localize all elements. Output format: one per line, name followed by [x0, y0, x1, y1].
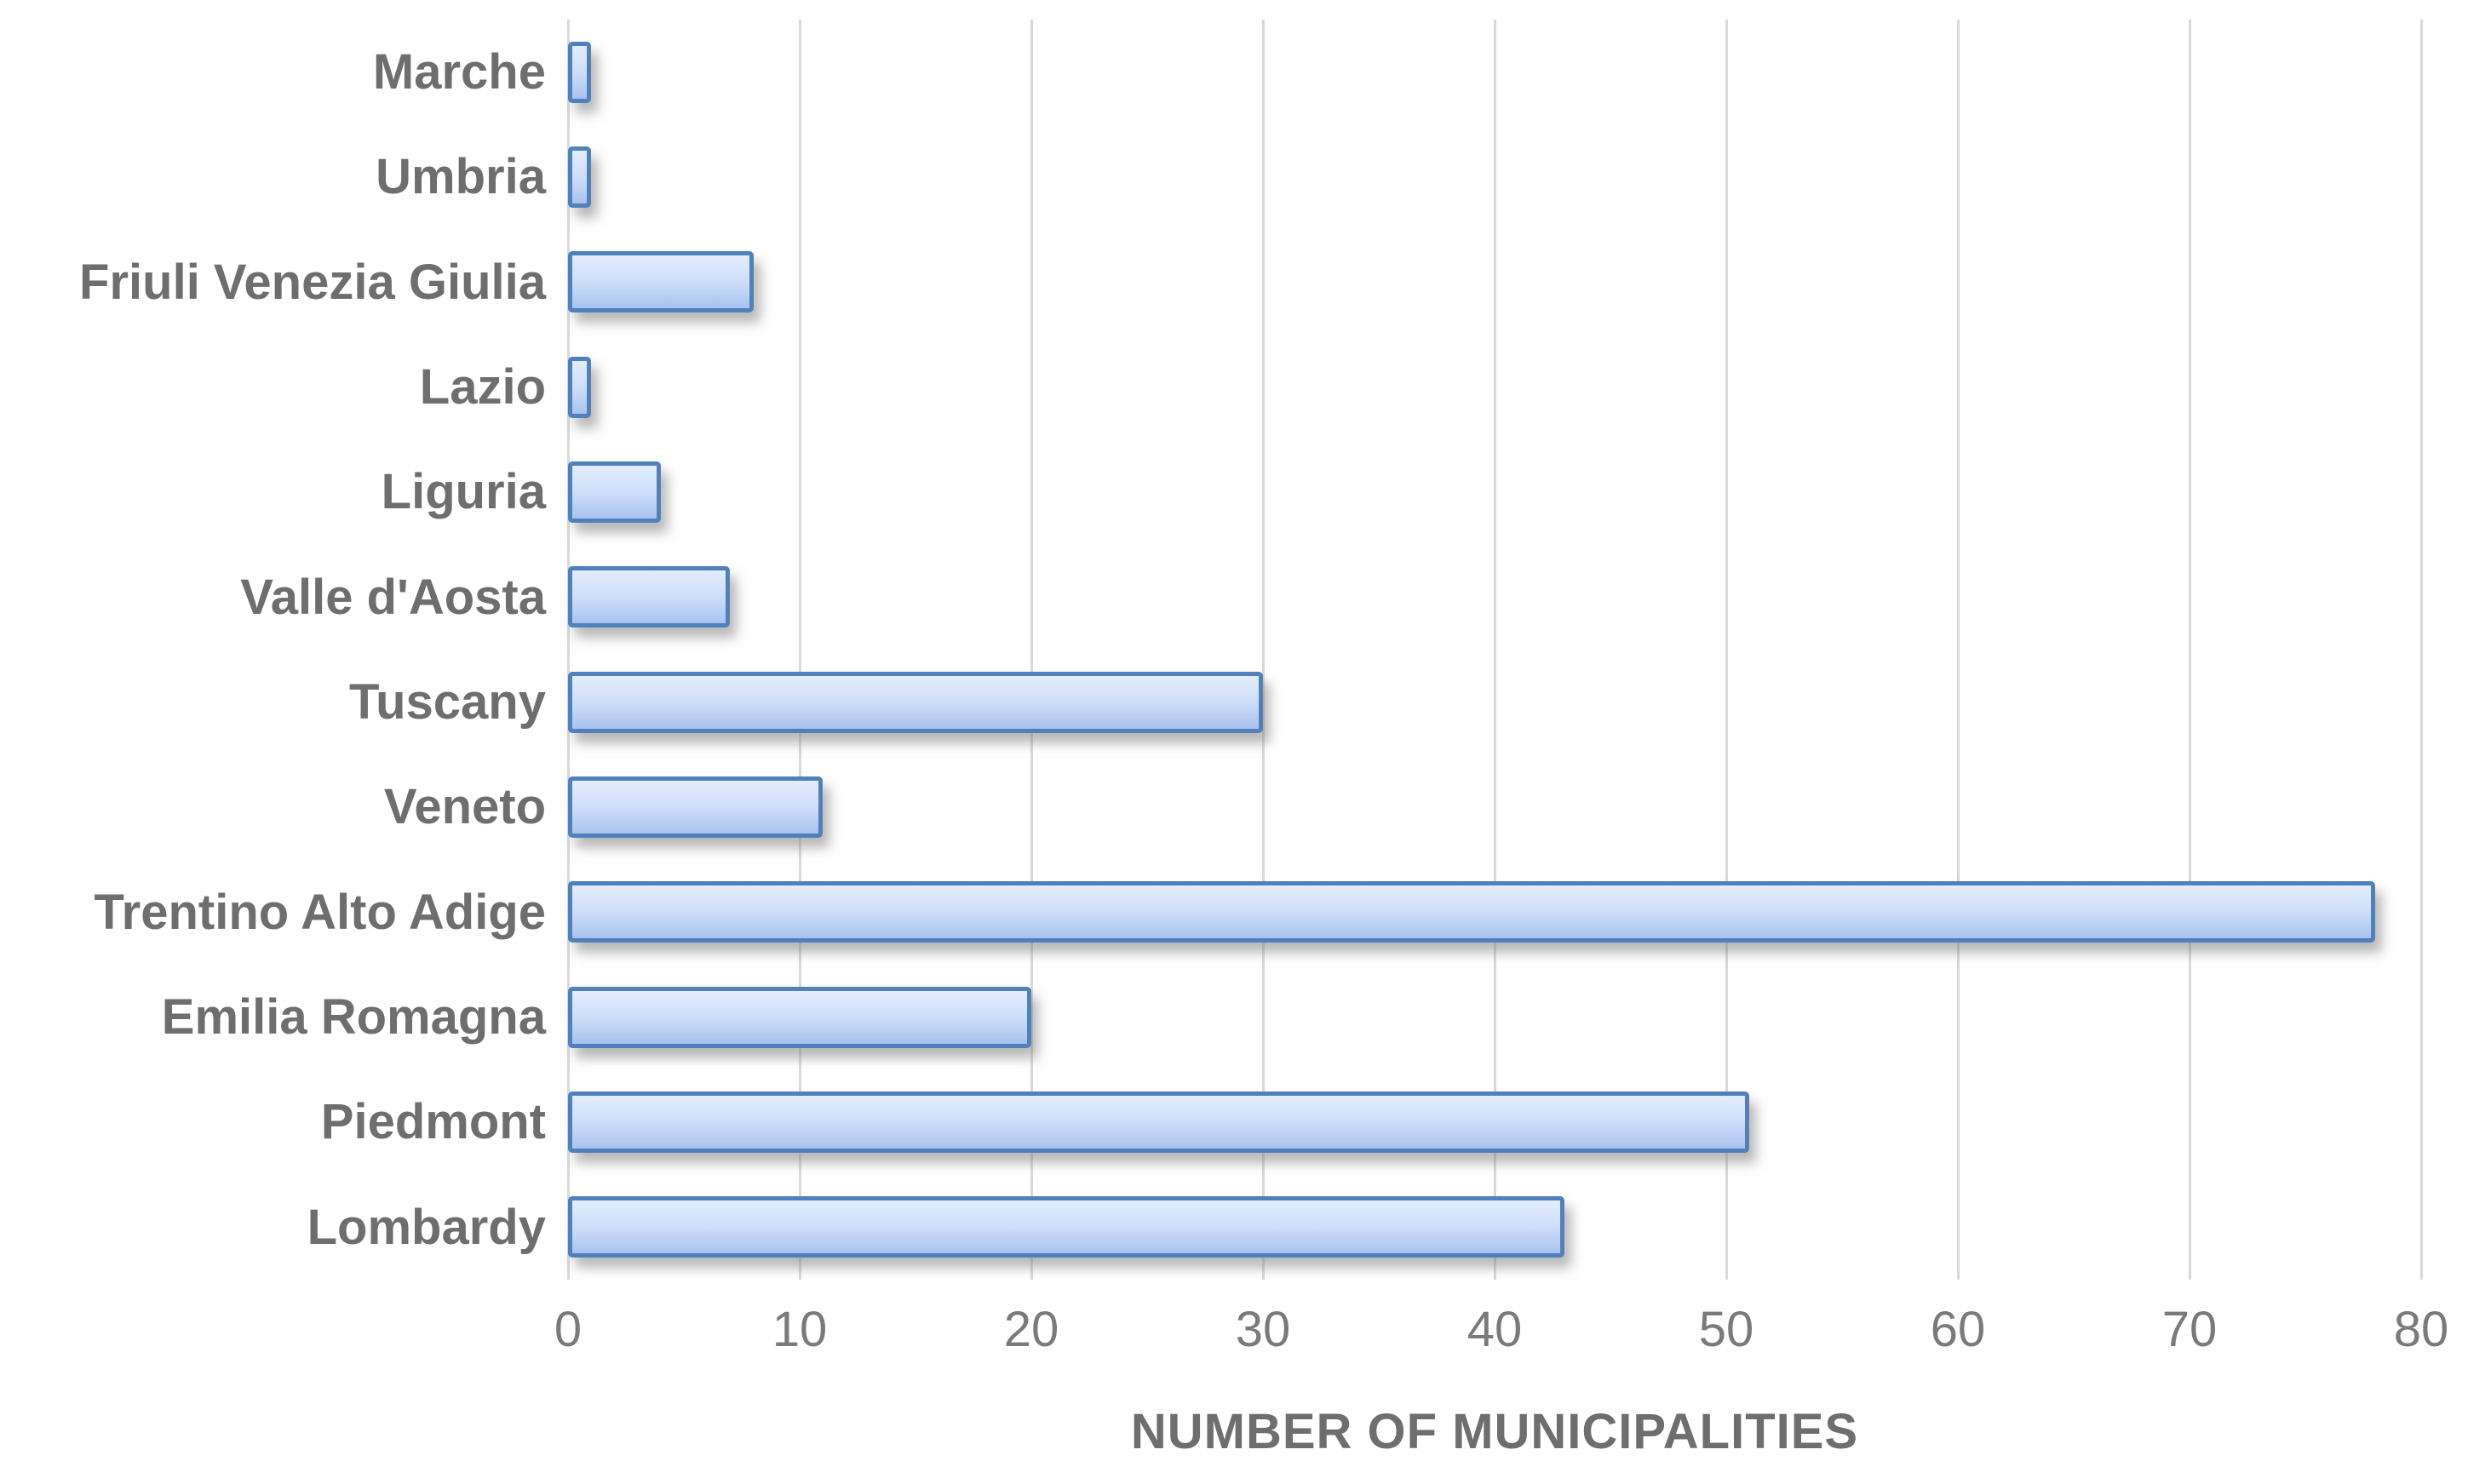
x-axis-tick-labels: 0 10 20 30 40 50 60 70 80 [554, 1301, 2468, 1369]
bar-tuscany [568, 671, 1263, 733]
x-tick-label: 70 [2161, 1302, 2218, 1357]
category-label: Veneto [383, 779, 546, 835]
gridline [1494, 20, 1496, 1280]
category-label: Friuli Venezia Giulia [79, 254, 546, 310]
bar-marche [568, 41, 592, 103]
category-label: Valle d'Aosta [240, 569, 546, 625]
gridline [2189, 20, 2191, 1280]
bar-piedmont [568, 1091, 1750, 1153]
bar-veneto [568, 776, 824, 838]
bar-valle-d-aosta [568, 566, 731, 628]
gridline [1262, 20, 1265, 1280]
x-tick-label: 20 [1003, 1302, 1059, 1357]
category-label: Trentino Alto Adige [94, 884, 546, 940]
bar-lombardy [568, 1196, 1564, 1258]
bar-row [568, 1175, 2468, 1280]
category-label: Emilia Romagna [161, 989, 546, 1046]
bar-row [568, 754, 2468, 859]
category-label: Tuscany [348, 674, 546, 731]
category-label: Lombardy [307, 1199, 546, 1255]
gridline [1725, 20, 1728, 1280]
x-tick-label: 40 [1466, 1302, 1523, 1357]
bar-series [568, 20, 2468, 1280]
gridline [2420, 20, 2423, 1280]
bar-row [568, 1069, 2468, 1174]
bar-row [568, 230, 2468, 335]
x-tick-label: 30 [1235, 1302, 1291, 1357]
x-tick-label: 50 [1698, 1302, 1754, 1357]
bar-row [568, 650, 2468, 754]
bar-row [568, 965, 2468, 1069]
category-label: Lazio [419, 359, 546, 415]
gridline [1030, 20, 1033, 1280]
bar-lazio [568, 356, 592, 418]
gridline [567, 20, 570, 1280]
x-axis-title: NUMBER OF MUNICIPALITIES [1130, 1404, 1859, 1459]
bar-friuli-venezia-giulia [568, 251, 754, 313]
bar-umbria [568, 146, 592, 208]
x-tick-label: 60 [1930, 1302, 1986, 1357]
bar-row [568, 860, 2468, 965]
bar-row [568, 335, 2468, 439]
bar-row [568, 545, 2468, 650]
bar-row [568, 124, 2468, 229]
bar-trentino-alto-adige [568, 881, 2375, 943]
bar-liguria [568, 461, 661, 523]
category-label: Umbria [376, 149, 546, 205]
plot-area [567, 20, 2468, 1280]
bar-row [568, 439, 2468, 544]
category-label: Marche [372, 44, 546, 100]
gridline [1957, 20, 1960, 1280]
category-label: Piedmont [320, 1094, 546, 1150]
x-tick-label: 80 [2393, 1302, 2449, 1357]
bar-emilia-romagna [568, 986, 1031, 1048]
gridline [799, 20, 801, 1280]
category-label: Liguria [381, 464, 546, 520]
x-tick-label: 10 [772, 1302, 828, 1357]
x-tick-label: 0 [554, 1302, 583, 1357]
category-axis-labels: Marche Umbria Friuli Venezia Giulia Lazio Li… [0, 20, 546, 1280]
bar-row [568, 20, 2468, 124]
